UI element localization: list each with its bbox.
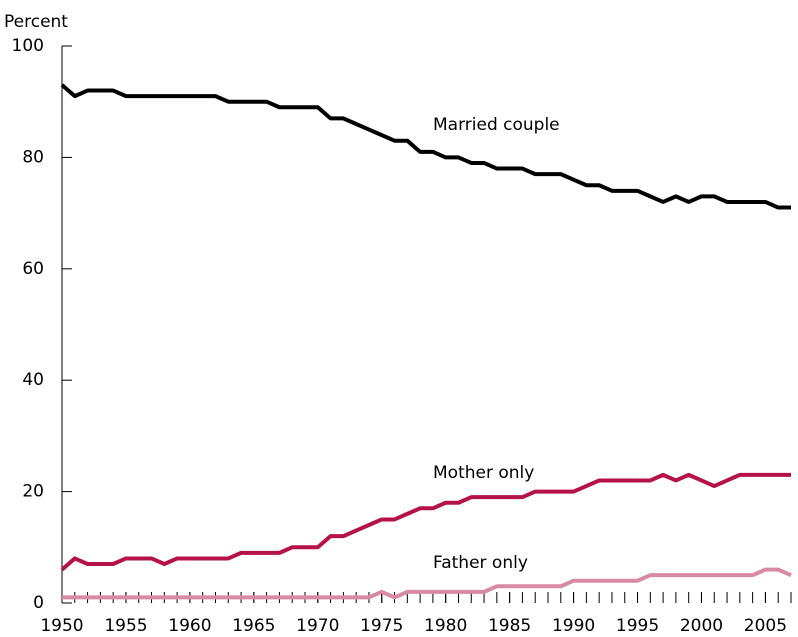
y-axis-label: Percent <box>4 12 68 32</box>
x-tick-label: 1985 <box>488 616 531 636</box>
x-tick-label: 1995 <box>616 616 659 636</box>
x-tick-label: 2005 <box>744 616 787 636</box>
x-tick-label: 1980 <box>424 616 467 636</box>
x-tick-label: 1950 <box>40 616 83 636</box>
y-tick-label: 40 <box>22 370 44 390</box>
x-tick-label: 1970 <box>296 616 339 636</box>
y-tick-label: 60 <box>22 259 44 279</box>
x-tick-label: 1960 <box>168 616 211 636</box>
y-tick-label: 80 <box>22 147 44 167</box>
x-tick-label: 1965 <box>232 616 275 636</box>
series-line <box>62 567 792 600</box>
y-tick-label: 0 <box>33 593 44 613</box>
y-tick-label: 100 <box>12 36 44 56</box>
x-tick-label: 1955 <box>104 616 147 636</box>
series-line <box>60 472 791 572</box>
series-label: Mother only <box>433 463 534 483</box>
series-label: Married couple <box>433 115 560 135</box>
series-label: Father only <box>433 553 528 573</box>
x-tick-label: 2000 <box>680 616 723 636</box>
x-tick-label: 1990 <box>552 616 595 636</box>
series-line <box>60 83 791 210</box>
x-tick-label: 1975 <box>360 616 403 636</box>
y-tick-label: 20 <box>22 482 44 502</box>
